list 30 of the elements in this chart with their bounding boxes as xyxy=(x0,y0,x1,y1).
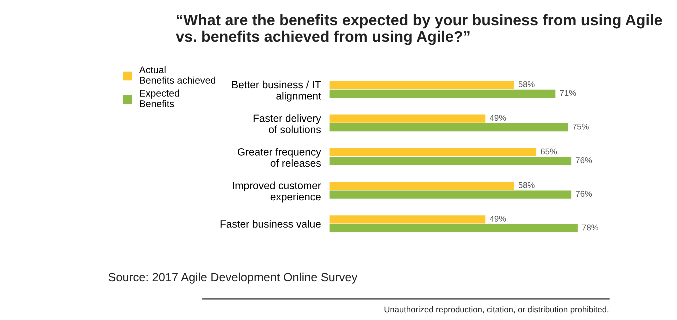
data-label: 58% xyxy=(518,182,535,188)
legend-label: Expected Benefits xyxy=(140,90,180,108)
bar xyxy=(330,216,486,224)
source-note: Source: 2017 Agile Development Online Survey xyxy=(108,272,358,284)
bar xyxy=(330,157,572,166)
data-label: 76% xyxy=(576,158,592,164)
bar xyxy=(330,182,514,190)
data-label: 49% xyxy=(490,216,506,222)
data-label: 65% xyxy=(541,148,558,155)
chart-title: “What are the benefits expected by your business from using Agile vs. benefits achieved from using Agile?” xyxy=(176,14,662,46)
bar xyxy=(330,148,537,156)
bar xyxy=(330,190,572,199)
bar xyxy=(330,81,514,90)
data-label: 58% xyxy=(518,82,535,88)
data-label: 75% xyxy=(572,124,589,130)
bar xyxy=(330,124,568,132)
bar xyxy=(330,224,578,232)
data-label: 76% xyxy=(576,191,592,198)
data-label: 71% xyxy=(560,90,576,96)
y-tick-label: Greater frequency of releases xyxy=(238,148,322,168)
y-tick-label: Better business / IT alignment xyxy=(232,80,322,102)
data-label: 49% xyxy=(490,115,506,122)
y-tick-label: Improved customer experience xyxy=(233,182,322,203)
data-label: 78% xyxy=(582,224,598,231)
bar xyxy=(330,114,486,123)
bar xyxy=(330,90,556,98)
text: Unauthorized reproduction, citation, or distribution prohibited. xyxy=(384,306,609,314)
y-tick-label: Faster business value xyxy=(220,220,321,228)
legend-label: Actual Benefits achieved xyxy=(139,66,216,84)
y-tick-label: Faster delivery of solutions xyxy=(254,114,322,134)
